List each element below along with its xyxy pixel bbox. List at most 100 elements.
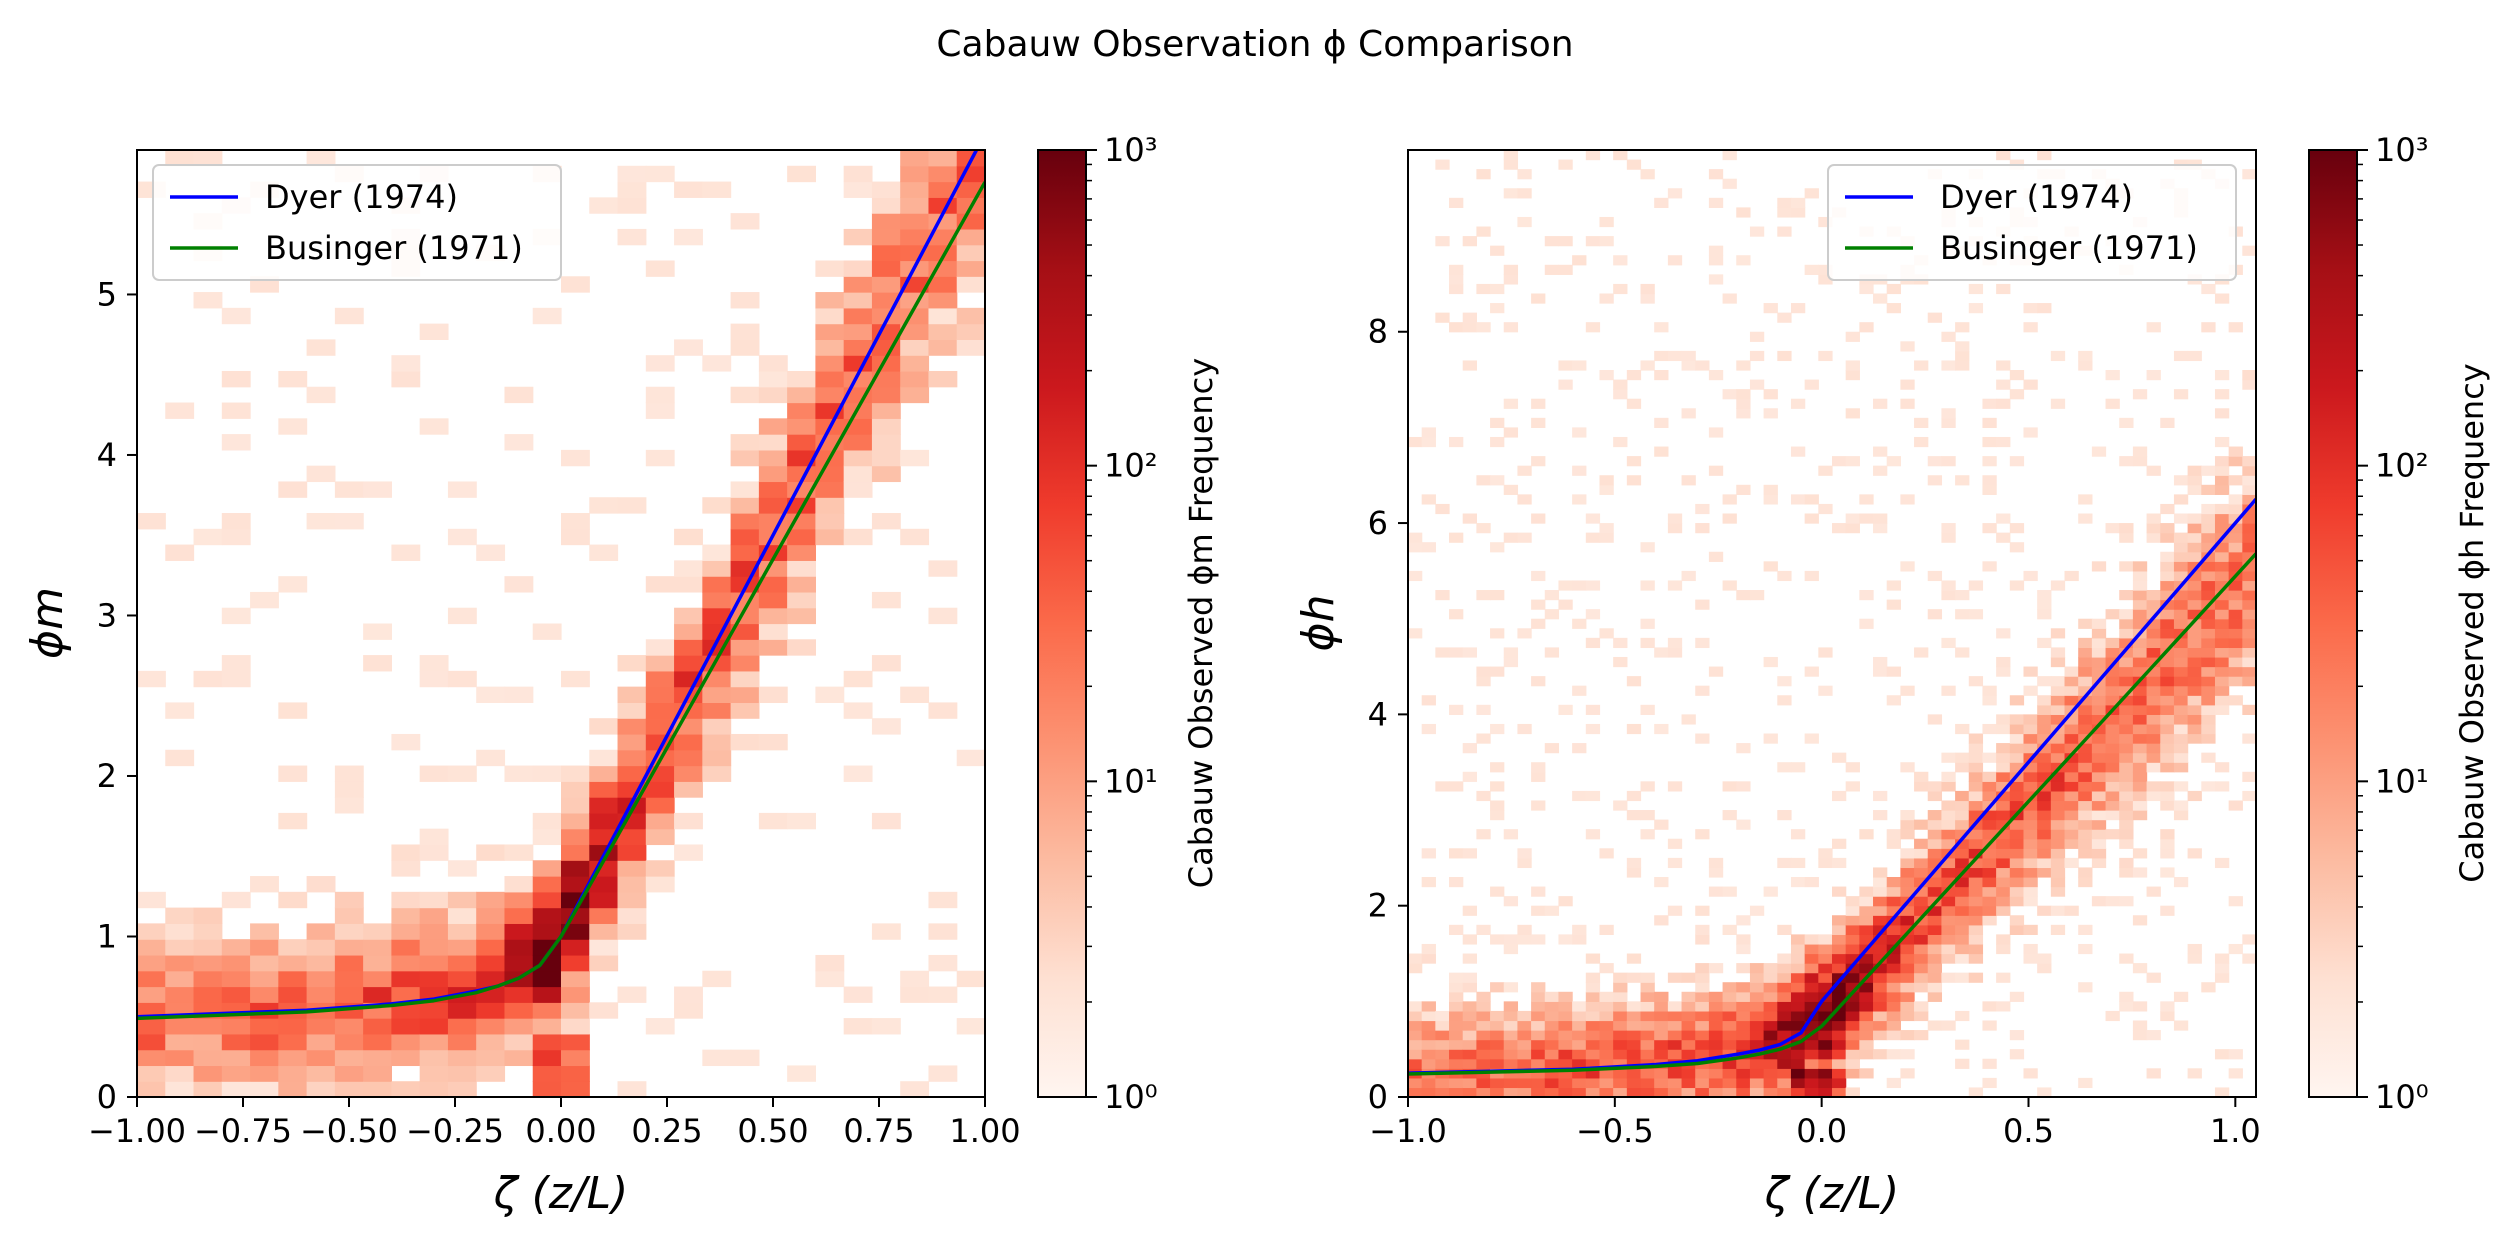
heatmap-cell bbox=[1449, 283, 1464, 295]
heatmap-cell bbox=[900, 370, 930, 388]
heatmap-cell bbox=[1585, 1049, 1601, 1060]
heatmap-cell bbox=[1818, 953, 1833, 964]
heatmap-cell bbox=[1408, 1039, 1423, 1050]
heatmap-cell bbox=[1708, 1001, 1724, 1012]
heatmap-cell bbox=[2214, 293, 2230, 304]
heatmap-cell bbox=[532, 765, 562, 782]
heatmap-cell bbox=[1449, 1039, 1464, 1050]
heatmap-cell bbox=[1955, 360, 1970, 371]
heatmap-cell bbox=[250, 923, 279, 940]
heatmap-cell bbox=[2173, 609, 2189, 620]
heatmap-cell bbox=[1968, 848, 1984, 859]
heatmap-cell bbox=[2105, 762, 2120, 773]
heatmap-cell bbox=[2091, 647, 2107, 658]
heatmap-cell bbox=[1804, 570, 1819, 582]
heatmap-cell bbox=[2023, 896, 2038, 907]
heatmap-cell bbox=[193, 954, 223, 972]
heatmap-cell bbox=[2160, 676, 2175, 687]
heatmap-cell bbox=[1503, 532, 1519, 543]
heatmap-cell bbox=[1585, 1087, 1601, 1097]
heatmap-cell bbox=[1996, 829, 2011, 840]
heatmap-cell bbox=[787, 560, 816, 577]
heatmap-cell bbox=[1749, 972, 1765, 983]
heatmap-cell bbox=[2146, 523, 2161, 534]
heatmap-cell bbox=[2078, 800, 2093, 811]
heatmap-cell bbox=[1749, 226, 1765, 237]
heatmap-cell bbox=[1955, 322, 1970, 333]
heatmap-cell bbox=[2105, 800, 2120, 811]
heatmap-cell bbox=[391, 1049, 421, 1067]
heatmap-cell bbox=[1626, 1068, 1642, 1079]
heatmap-cell bbox=[250, 1065, 279, 1082]
heatmap-cell bbox=[1695, 503, 1710, 515]
heatmap-cell bbox=[1804, 513, 1819, 524]
heatmap-cell bbox=[165, 1049, 195, 1067]
heatmap-cell bbox=[2146, 752, 2161, 763]
heatmap-cell bbox=[843, 434, 873, 451]
heatmap-cell bbox=[1900, 991, 1915, 1002]
heatmap-cell bbox=[1708, 274, 1724, 285]
heatmap-cell bbox=[1449, 436, 1464, 448]
heatmap-cell bbox=[1832, 991, 1847, 1002]
heatmap-cell bbox=[2009, 848, 2025, 859]
heatmap-cell bbox=[2228, 695, 2243, 706]
heatmap-cell bbox=[1503, 274, 1519, 285]
heatmap-cell bbox=[1722, 1030, 1737, 1041]
heatmap-cell bbox=[1982, 896, 1997, 907]
heatmap-cell bbox=[617, 718, 647, 735]
heatmap-cell bbox=[617, 986, 647, 1003]
heatmap-cell bbox=[1914, 1010, 1929, 1022]
heatmap-cell bbox=[674, 844, 703, 861]
figure-title: Cabauw Observation ϕ Comparison bbox=[936, 24, 1573, 65]
colorbar-gradient bbox=[1037, 149, 1087, 1098]
heatmap-cell bbox=[702, 686, 732, 704]
heatmap-cell bbox=[2023, 685, 2038, 696]
heatmap-cell bbox=[1408, 1001, 1423, 1012]
heatmap-cell bbox=[391, 923, 421, 940]
heatmap-cell bbox=[1982, 857, 1997, 869]
heatmap-cell bbox=[956, 260, 985, 277]
heatmap-cell bbox=[1736, 1068, 1751, 1079]
heatmap-cell bbox=[1790, 1058, 1806, 1069]
heatmap-cell bbox=[1941, 637, 1956, 649]
heatmap-cell bbox=[1544, 1020, 1560, 1031]
heatmap-cell bbox=[900, 339, 930, 356]
heatmap-cell bbox=[561, 670, 590, 688]
heatmap-cell bbox=[730, 497, 760, 514]
heatmap-cell bbox=[1804, 963, 1819, 974]
heatmap-cell bbox=[843, 181, 873, 198]
heatmap-cell bbox=[221, 954, 251, 972]
heatmap-cell bbox=[1490, 1087, 1505, 1097]
heatmap-cell bbox=[2064, 771, 2079, 782]
heatmap-cell bbox=[137, 1081, 166, 1097]
heatmap-cell bbox=[1626, 1020, 1642, 1031]
heatmap-cell bbox=[2214, 513, 2230, 524]
heatmap-cell bbox=[2160, 637, 2175, 649]
heatmap-cell bbox=[278, 954, 308, 972]
heatmap-cell bbox=[1886, 924, 1901, 935]
heatmap-cell bbox=[1763, 408, 1778, 419]
heatmap-cell bbox=[1873, 446, 1888, 457]
heatmap-cell bbox=[1408, 1020, 1423, 1031]
colorbar-tick-label: 10¹ bbox=[1104, 762, 1158, 800]
heatmap-cell bbox=[589, 197, 619, 214]
heatmap-cell bbox=[1763, 1039, 1778, 1050]
heatmap-cell bbox=[928, 1065, 958, 1082]
heatmap-cell bbox=[306, 970, 336, 988]
heatmap-cell bbox=[1667, 647, 1683, 658]
heatmap-cell bbox=[1421, 1001, 1436, 1012]
heatmap-cell bbox=[561, 1081, 590, 1097]
heatmap-cell bbox=[1941, 810, 1956, 821]
heatmap-cell bbox=[1517, 1049, 1532, 1060]
heatmap-cell bbox=[871, 228, 901, 246]
heatmap-cell bbox=[1585, 322, 1601, 333]
heatmap-cell bbox=[2064, 714, 2079, 725]
heatmap-cell bbox=[137, 986, 166, 1003]
heatmap-cell bbox=[2242, 647, 2256, 658]
x-tick-label: −0.25 bbox=[406, 1112, 504, 1150]
heatmap-cell bbox=[2242, 590, 2256, 601]
heatmap-cell bbox=[2009, 896, 2025, 907]
heatmap-cell bbox=[1462, 236, 1477, 247]
heatmap-cell bbox=[1503, 829, 1519, 840]
heatmap-cell bbox=[532, 970, 562, 988]
